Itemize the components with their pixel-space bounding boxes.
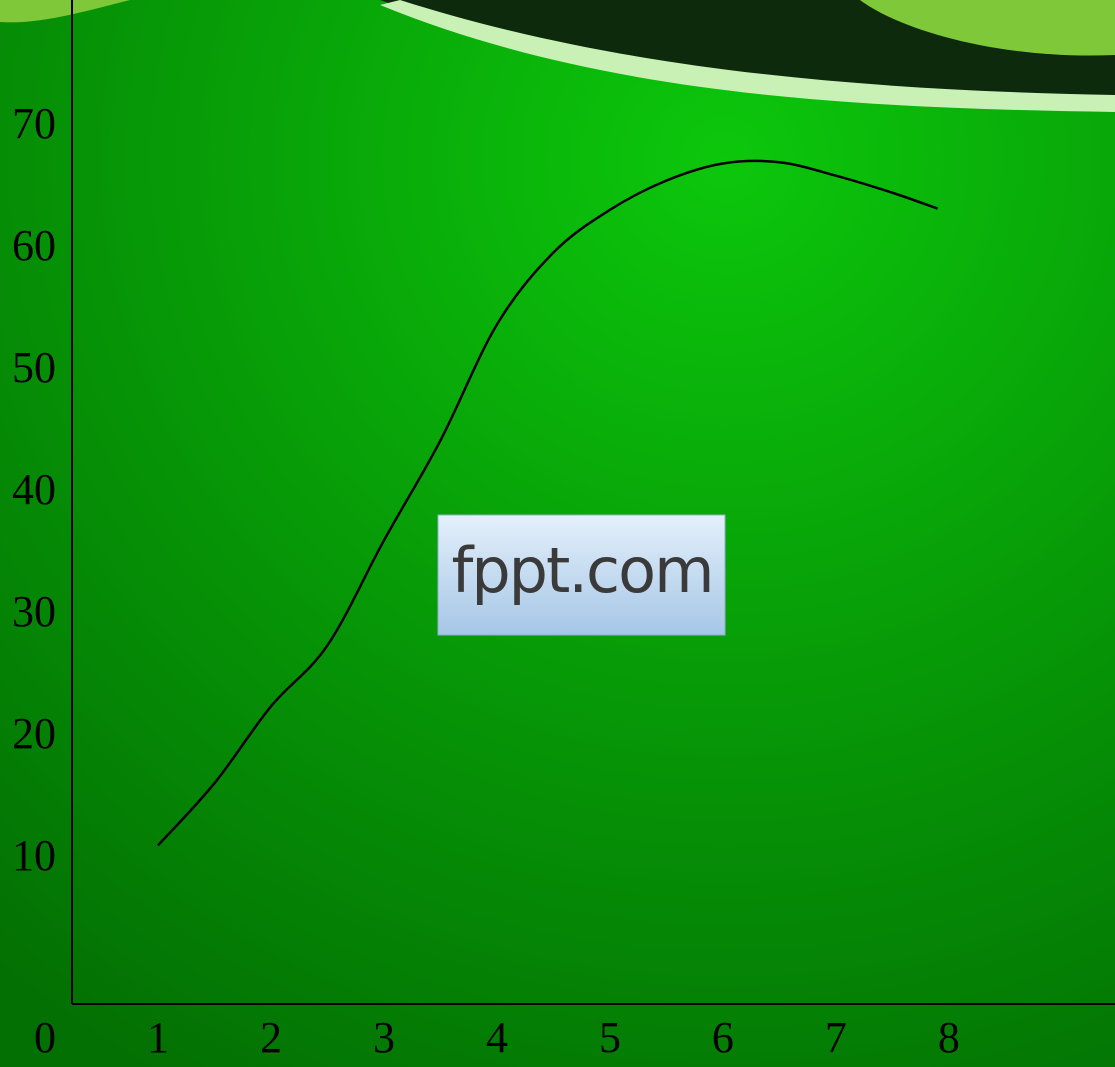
x-tick-label: 8 [938, 1013, 960, 1062]
y-tick-label: 40 [12, 465, 56, 514]
watermark-box [437, 514, 726, 636]
y-tick-label: 30 [12, 587, 56, 636]
y-tick-label: 70 [12, 99, 56, 148]
y-tick-label: 60 [12, 221, 56, 270]
header-leaf [860, 0, 1115, 56]
x-tick-label: 2 [260, 1013, 282, 1062]
x-tick-label: 1 [147, 1013, 169, 1062]
y-tick-label: 20 [12, 709, 56, 758]
line [157, 159, 939, 847]
header-swoosh [380, 0, 1115, 112]
x-tick-label: 0 [34, 1013, 56, 1062]
x-tick-label: 6 [712, 1013, 734, 1062]
x-tick-label: 4 [486, 1013, 508, 1062]
x-tick-label: 7 [825, 1013, 847, 1062]
x-tick-label: 5 [599, 1013, 621, 1062]
watermark: fppt.com [452, 534, 713, 607]
x-tick-label: 3 [373, 1013, 395, 1062]
header-leaf [0, 0, 130, 23]
y-tick-label: 50 [12, 343, 56, 392]
y-tick-label: 10 [12, 831, 56, 880]
